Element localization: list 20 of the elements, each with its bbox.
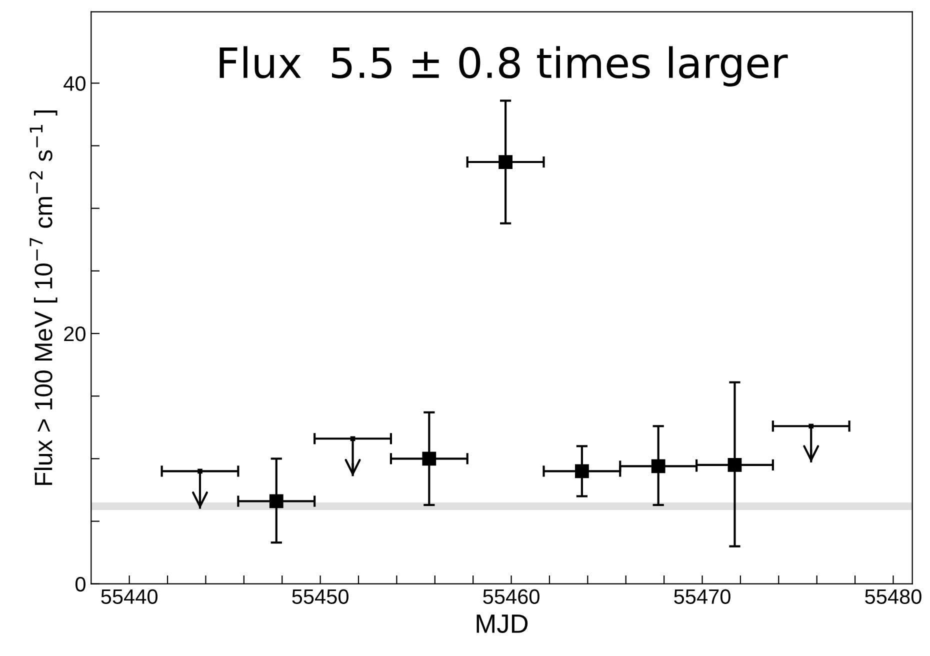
y-axis-title: Flux > 100 MeV [ 10$^{−7}$ cm$^{−2}$ s$^{−1}$ ] (30, 110, 58, 485)
x-tick-label: 55450 (292, 589, 348, 604)
point (728, 458, 742, 472)
point (575, 464, 589, 478)
y-tick-label: 20 (64, 326, 86, 342)
y-tick-label: 40 (64, 76, 86, 91)
x-tick-label: 55440 (101, 589, 158, 604)
point (269, 494, 284, 508)
point (422, 452, 436, 466)
x-tick-label: 55470 (674, 589, 730, 604)
y-tick-label: 0 (76, 576, 86, 592)
x-tick-label: 55480 (865, 589, 922, 604)
x-tick-label: 55460 (483, 589, 540, 604)
point (198, 468, 202, 474)
text: Flux 5.5 ± 0.8 times larger (220, 46, 788, 87)
point (350, 436, 356, 442)
point (498, 155, 512, 169)
x-axis-title: MJD (476, 614, 528, 634)
point (651, 459, 666, 474)
point (808, 424, 814, 429)
